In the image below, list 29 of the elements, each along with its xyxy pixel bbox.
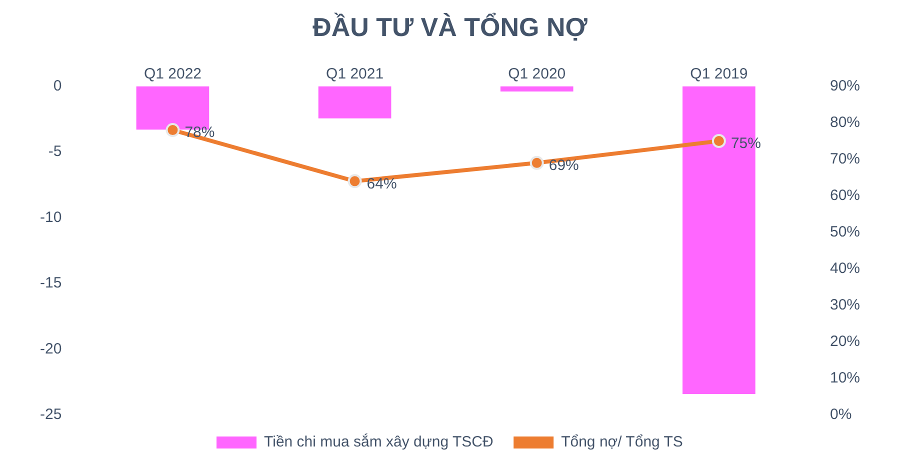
x-tick-label: Q1 2020 xyxy=(508,65,566,82)
y2-tick-label: 90% xyxy=(830,77,860,94)
point xyxy=(530,156,544,170)
y2-tick-label: 20% xyxy=(830,333,860,350)
y2-tick-label: 80% xyxy=(830,114,860,131)
y-tick-label: -25 xyxy=(40,406,62,424)
x-tick-label: Q1 2022 xyxy=(144,65,202,82)
y2-tick-label: 0% xyxy=(830,406,852,424)
x-tick-label: Q1 2019 xyxy=(690,65,748,82)
point xyxy=(712,134,726,148)
data-label: 64% xyxy=(366,175,397,192)
y-tick-label: -10 xyxy=(40,208,62,226)
data-label: 69% xyxy=(548,157,579,174)
y-tick-label: -5 xyxy=(48,143,62,160)
point xyxy=(348,174,362,188)
y2-tick-label: 70% xyxy=(830,150,860,168)
x-tick-label: Q1 2021 xyxy=(326,65,384,82)
legend-label: Tiền chi mua sắm xây dựng TSCĐ xyxy=(264,432,494,451)
y2-tick-label: 30% xyxy=(830,296,860,314)
y-tick-label: -20 xyxy=(40,340,62,358)
y2-tick-label: 60% xyxy=(830,186,860,204)
point xyxy=(166,123,180,138)
y2-tick-label: 10% xyxy=(830,370,860,387)
legend-label: Tổng nợ/ Tổng TS xyxy=(561,434,683,451)
y-tick-label: 0 xyxy=(53,77,62,94)
y2-tick-label: 40% xyxy=(830,260,860,278)
y2-tick-label: 50% xyxy=(830,223,860,240)
chart-title: ĐẦU TƯ VÀ TỔNG NỢ xyxy=(312,12,588,42)
y-tick-label: -15 xyxy=(40,274,62,292)
